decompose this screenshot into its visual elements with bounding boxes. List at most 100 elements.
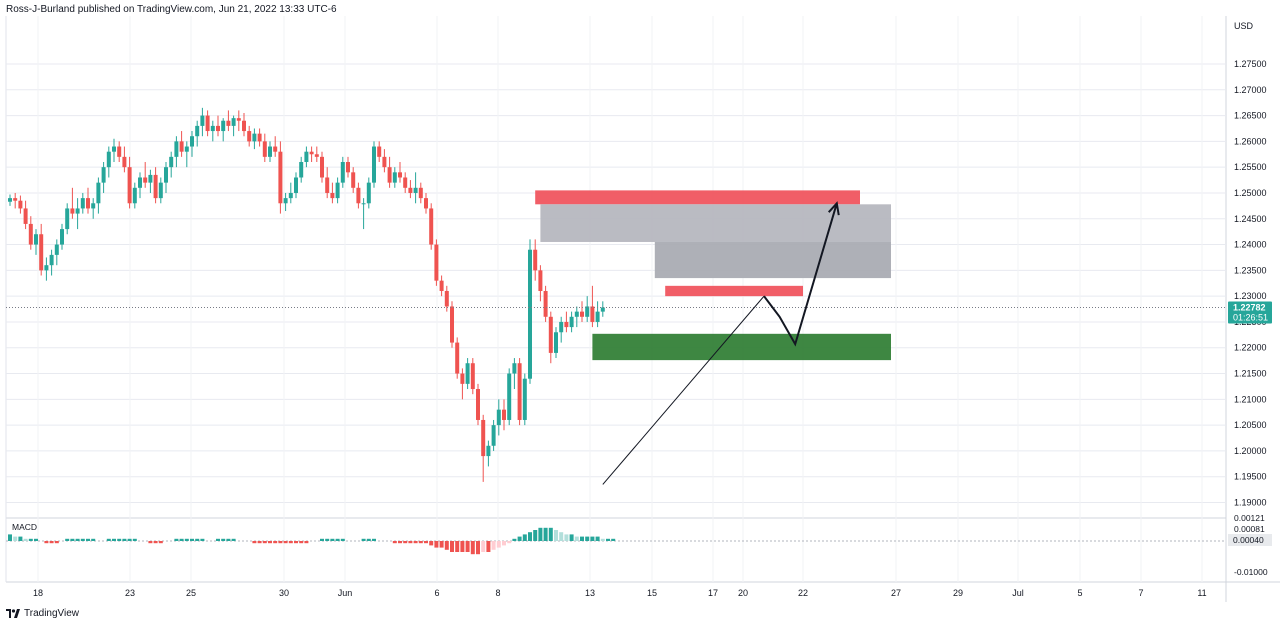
macd-bar	[408, 541, 413, 544]
candle-body	[309, 151, 314, 155]
candle-body	[210, 125, 215, 132]
macd-bar	[600, 538, 605, 541]
price-tick-label: 1.24500	[1234, 214, 1267, 224]
macd-bar	[611, 538, 616, 541]
macd-bar	[460, 541, 465, 552]
candle-body	[200, 115, 205, 126]
date-tick-label: 17	[708, 588, 718, 598]
macd-bar	[132, 538, 137, 541]
candle-body	[262, 141, 267, 157]
price-tick-label: 1.23000	[1234, 291, 1267, 301]
macd-bar	[231, 538, 236, 541]
candle-body	[335, 182, 340, 199]
macd-bar	[335, 538, 340, 541]
candle-body	[533, 249, 538, 271]
date-tick-label: 25	[186, 588, 196, 598]
candle-body	[216, 125, 220, 132]
candle-body	[80, 198, 85, 209]
macd-bar	[320, 538, 324, 541]
candle-body	[340, 162, 345, 183]
candle-body	[49, 254, 54, 266]
countdown-label: 01:26:51	[1233, 313, 1268, 323]
macd-bar	[522, 534, 527, 541]
macd-bar	[262, 541, 267, 544]
macd-bar	[49, 541, 54, 544]
macd-bar	[44, 541, 49, 544]
candle-body	[507, 373, 512, 420]
macd-tick-label: 0.00121	[1234, 513, 1265, 523]
macd-bar	[86, 538, 90, 541]
macd-bar	[252, 541, 257, 544]
demand-zone	[592, 333, 891, 361]
date-tick-label: 27	[891, 588, 901, 598]
macd-bar	[288, 541, 293, 544]
macd-bar	[195, 538, 200, 541]
candle-body	[398, 172, 402, 178]
macd-bar	[179, 538, 184, 541]
candle-body	[585, 306, 590, 317]
macd-bar	[54, 541, 59, 544]
supply-zone-left	[540, 204, 891, 242]
candle-body	[382, 156, 387, 168]
candle-body	[330, 192, 335, 199]
price-tick-label: 1.21000	[1234, 394, 1267, 404]
resistance-zone-upper	[535, 190, 860, 205]
macd-bar	[372, 538, 376, 541]
macd-bar	[465, 541, 470, 552]
trendline	[602, 295, 765, 485]
price-tick-label: 1.27000	[1234, 85, 1267, 95]
macd-bar	[361, 538, 366, 541]
candle-body	[366, 182, 371, 204]
candle-body	[491, 425, 496, 446]
supply-zone-right	[654, 241, 891, 279]
macd-bar	[216, 538, 220, 541]
candle-body	[205, 115, 210, 132]
macd-bar	[574, 536, 579, 541]
candle-body	[247, 131, 252, 142]
price-tick-label: 1.25500	[1234, 162, 1267, 172]
candle-body	[195, 125, 200, 137]
candles	[6, 107, 1226, 482]
price-tick-label: 1.23500	[1234, 265, 1267, 275]
macd-bar	[278, 541, 283, 544]
candle-body	[283, 198, 288, 204]
candle-body	[96, 182, 101, 204]
candle-body	[127, 167, 132, 204]
macd-bar	[590, 536, 595, 541]
macd-bar	[283, 541, 288, 544]
price-tick-label: 1.27500	[1234, 59, 1267, 69]
drawings	[602, 201, 840, 485]
candle-body	[595, 311, 600, 322]
macd-current-value: 0.00040	[1233, 535, 1264, 545]
candle-body	[8, 198, 12, 202]
date-tick-label: 7	[1138, 588, 1143, 598]
tradingview-logo[interactable]: TradingView	[6, 608, 79, 619]
candle-body	[70, 208, 75, 214]
macd-bar	[470, 541, 475, 555]
candle-body	[299, 162, 304, 178]
macd-bar	[325, 538, 330, 541]
macd-bar	[502, 541, 506, 546]
candle-body	[372, 146, 376, 183]
macd-bar	[429, 541, 434, 546]
candle-body	[554, 332, 558, 353]
macd-bar	[80, 538, 85, 541]
date-tick-label: 8	[495, 588, 500, 598]
candle-body	[528, 249, 532, 379]
date-tick-label: 23	[125, 588, 135, 598]
candle-body	[106, 151, 111, 168]
date-axis[interactable]: 18 23 25 30 Jun 6 8 13 15 17 20 22 27 29 Jul 5 7 11	[33, 588, 1207, 598]
candle-body	[190, 136, 194, 147]
macd-bar	[554, 530, 558, 541]
macd-bar	[273, 541, 278, 544]
candle-body	[179, 141, 184, 152]
candle-body	[481, 419, 486, 457]
macd-bar	[23, 538, 28, 541]
price-tick-label: 1.20500	[1234, 420, 1267, 430]
projection-arrowhead	[827, 201, 840, 216]
price-axis[interactable]: USD 1.27500 1.27000 1.26500 1.26000 1.25500 1.…	[1228, 21, 1272, 508]
candle-body	[356, 187, 361, 204]
candle-body	[117, 146, 122, 157]
